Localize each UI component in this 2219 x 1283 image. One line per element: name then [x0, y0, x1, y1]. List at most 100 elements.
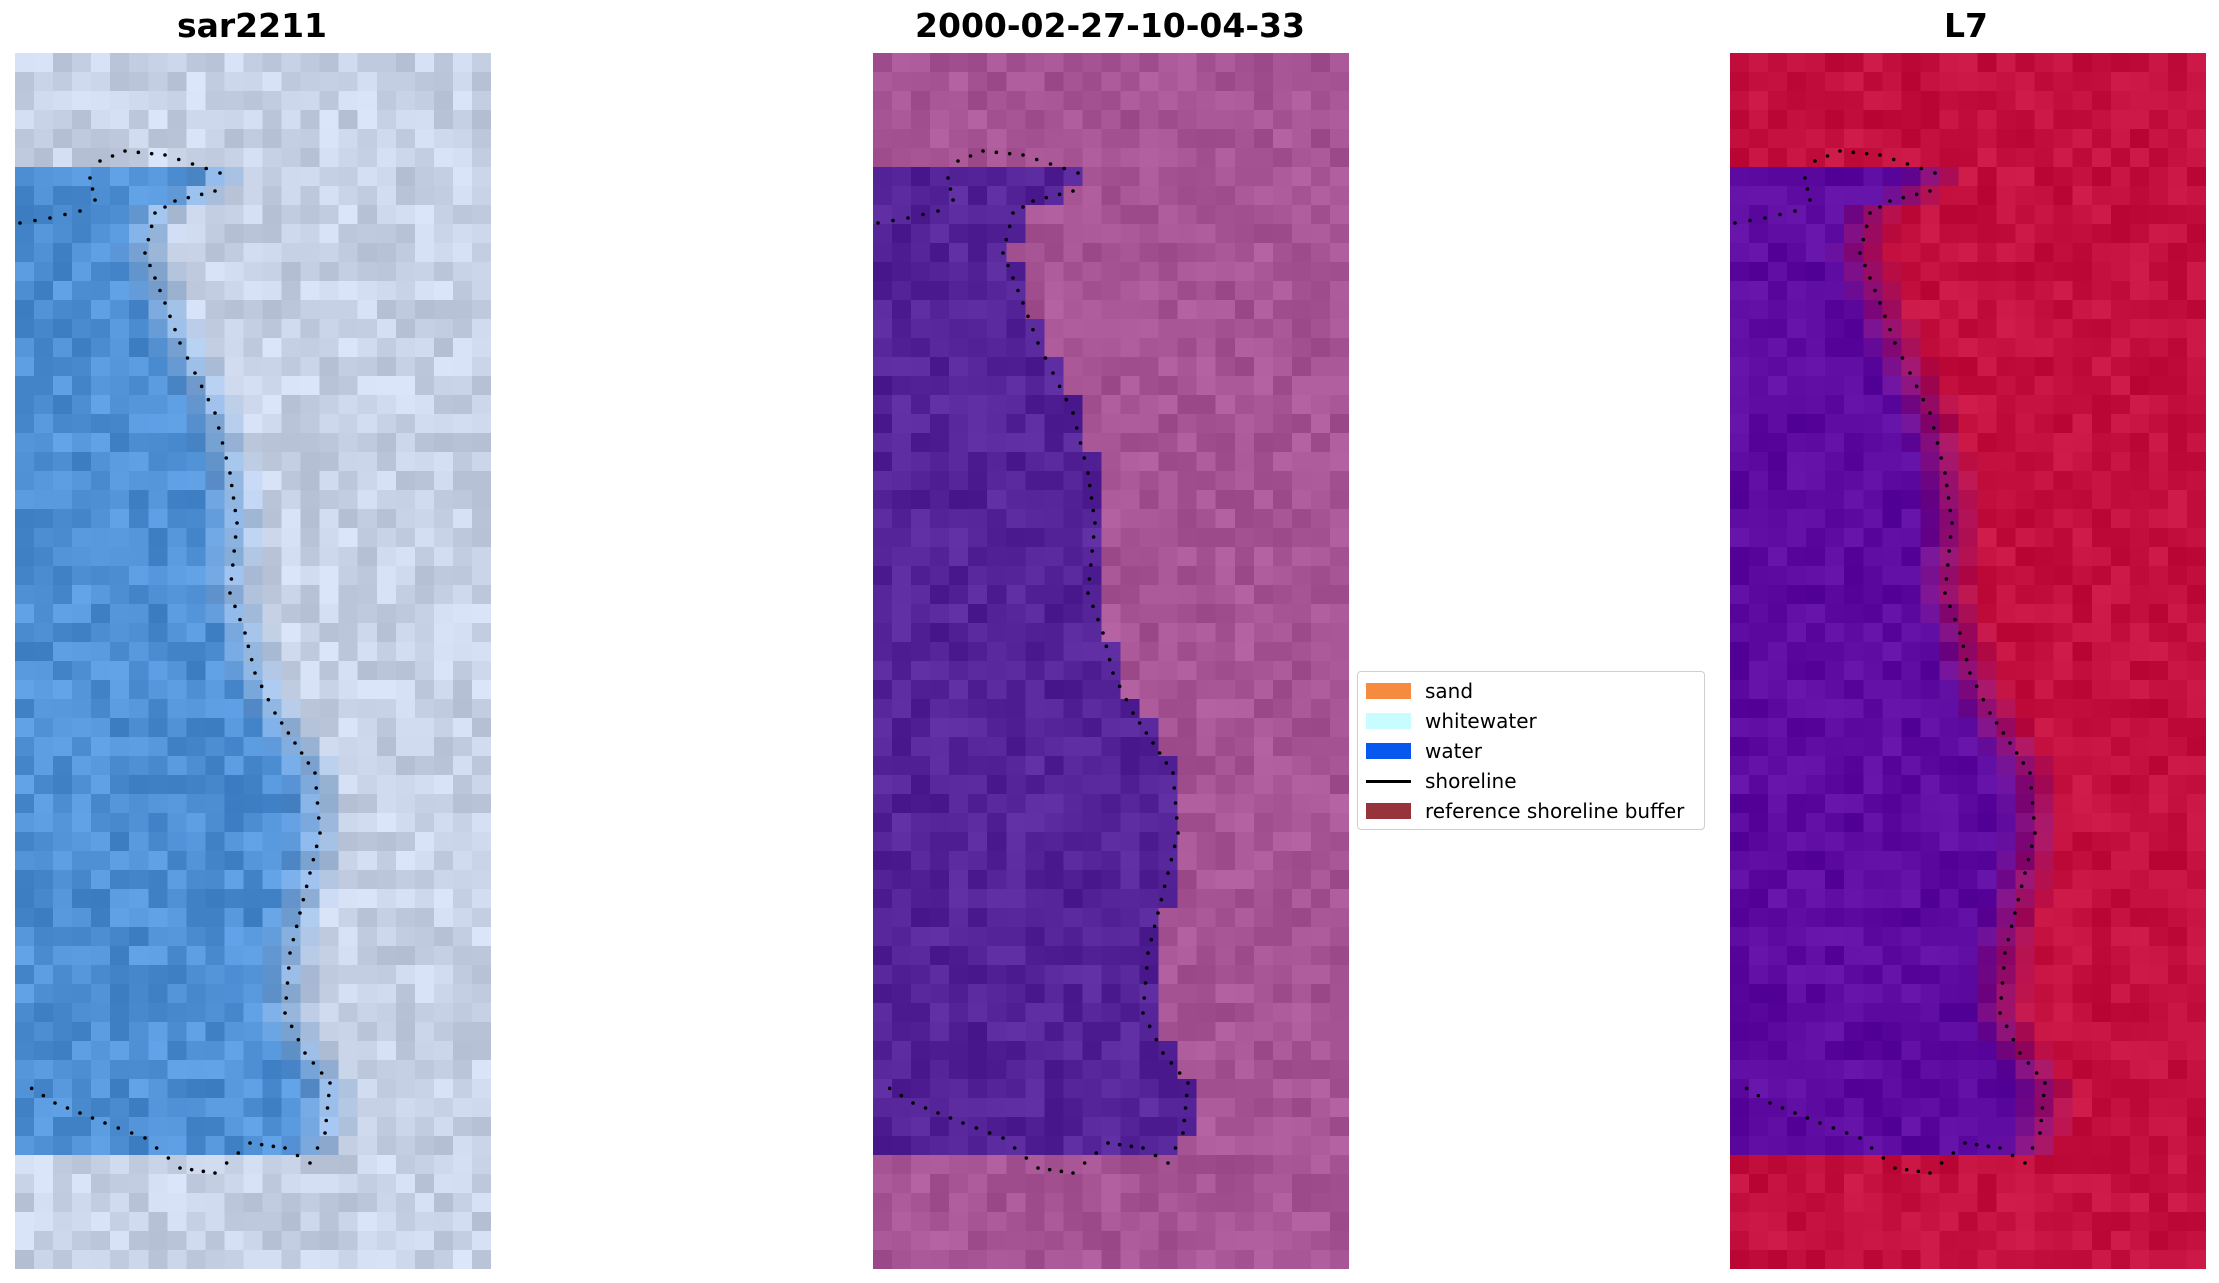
shoreline-dot [1943, 591, 1947, 595]
shoreline-dot [1948, 508, 1953, 513]
shoreline-dot [1051, 371, 1055, 375]
shoreline-dot [936, 1111, 940, 1115]
shoreline-dot [78, 1111, 82, 1115]
shoreline-dot [1803, 176, 1807, 180]
shoreline-dot [1999, 996, 2004, 1000]
shoreline-dot [1964, 657, 1969, 662]
shoreline-dot [1152, 924, 1157, 929]
shoreline-dot [1780, 1106, 1785, 1110]
shoreline-dot [1012, 1146, 1017, 1150]
shoreline-dot [158, 288, 162, 293]
legend-item-reference-shoreline-buffer: reference shoreline buffer [1366, 798, 1684, 824]
shoreline-dot [1881, 1156, 1886, 1160]
shoreline-dot [1043, 356, 1048, 360]
shoreline-dot [1157, 751, 1162, 755]
shoreline-dot [289, 1024, 294, 1029]
shoreline-dot [2041, 1093, 2046, 1098]
shoreline-dot [1004, 237, 1009, 242]
shoreline-dot [1144, 966, 1149, 970]
legend-label: water [1425, 739, 1482, 763]
shoreline-dot [1744, 1086, 1749, 1091]
shoreline-dot [315, 801, 320, 805]
shoreline-dot [2030, 1146, 2035, 1150]
shoreline-dot [213, 1171, 217, 1175]
shoreline-dot [308, 871, 312, 875]
shoreline-dot [1986, 1144, 1991, 1149]
shoreline-dot [2018, 1051, 2022, 1055]
shoreline-dot [229, 577, 234, 581]
shoreline-dot [1953, 617, 1957, 622]
shoreline-dot [63, 212, 67, 217]
panel-title-right: L7 [1944, 6, 1988, 45]
shoreline-dot [1974, 1142, 1979, 1147]
shoreline-dot [2008, 741, 2012, 745]
shoreline-dot [246, 644, 251, 649]
shoreline-dot [2010, 1153, 2015, 1158]
shoreline-dot [1756, 1093, 1761, 1098]
shoreline-dot [1091, 535, 1096, 539]
shoreline-dot [1883, 314, 1887, 319]
shoreline-dot [1007, 224, 1012, 229]
shoreline-dot [987, 1131, 992, 1135]
shoreline-dot [1763, 216, 1767, 220]
shoreline-dot [213, 189, 217, 193]
rgb-image [15, 53, 491, 1269]
shoreline-dot [1149, 937, 1154, 942]
legend-item-water: water [1366, 738, 1482, 764]
shoreline-dot [1948, 604, 1952, 609]
shoreline-dot [1988, 711, 1992, 715]
shoreline-dot [259, 684, 264, 689]
shoreline-dot [974, 1126, 979, 1130]
shoreline-dot [229, 483, 234, 488]
reference-buffer-swatch [1366, 803, 1411, 819]
shoreline-dot [1001, 1136, 1005, 1140]
shoreline-dot [1891, 157, 1896, 162]
shoreline-dot [148, 263, 152, 268]
shoreline-dot [1950, 521, 1954, 525]
shoreline-dot [199, 192, 204, 197]
shoreline-dot [313, 771, 317, 775]
shoreline-dot [1011, 211, 1015, 215]
shoreline-dot [1093, 521, 1097, 525]
shoreline-dot [216, 426, 221, 430]
shoreline-dot [1153, 1153, 1158, 1158]
shoreline-dot [1182, 1118, 1187, 1123]
classified-image [873, 53, 1349, 1269]
shoreline-dot [876, 221, 880, 225]
shoreline-dot [1808, 198, 1812, 202]
legend-item-sand: sand [1366, 678, 1473, 704]
shoreline-dot [2026, 857, 2031, 862]
shoreline-dot [1914, 192, 1919, 197]
shoreline-dot [936, 209, 940, 213]
shoreline-dot [1107, 657, 1112, 662]
shoreline-dot [190, 162, 195, 166]
shoreline-dot [2016, 897, 2021, 902]
shoreline-dot [1173, 1146, 1178, 1150]
shoreline-dot [1948, 535, 1953, 539]
shoreline-dot [1863, 263, 1867, 268]
shoreline-dot [1057, 384, 1062, 389]
shoreline-dot [1117, 1142, 1122, 1147]
shoreline-dot [294, 924, 299, 929]
shoreline-dot [1908, 371, 1912, 375]
shoreline-dot [291, 937, 296, 942]
shoreline-dot [1137, 721, 1142, 725]
shoreline-dot [1172, 786, 1177, 790]
shoreline-dot [1893, 341, 1897, 345]
shoreline-dot [304, 884, 309, 889]
shoreline-dot [2028, 771, 2032, 775]
shoreline-dot [1078, 441, 1083, 445]
shoreline-dot [153, 276, 157, 280]
shoreline-dot [891, 218, 895, 223]
shoreline-dot [103, 1121, 107, 1125]
shoreline-dot [1159, 897, 1164, 902]
panel-title-center: 2000-02-27-10-04-33 [915, 6, 1305, 45]
shoreline-dot [2026, 1061, 2031, 1065]
shoreline-dot [273, 711, 277, 715]
shoreline-dot [259, 1142, 264, 1147]
shoreline-dot [233, 508, 238, 513]
shoreline-dot [2000, 981, 2005, 985]
shoreline-dot [948, 1116, 953, 1120]
shoreline-dot [1094, 1151, 1099, 1155]
shoreline-dot [1021, 205, 1025, 209]
